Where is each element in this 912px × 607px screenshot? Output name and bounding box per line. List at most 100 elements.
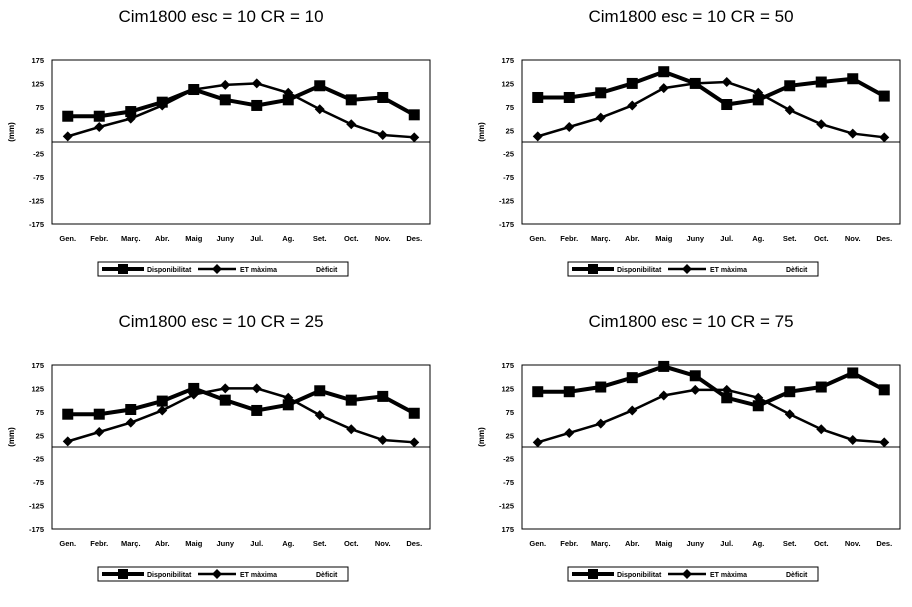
y-tick-label: 25 — [36, 126, 44, 135]
legend-marker-et-maxima — [212, 569, 222, 579]
point-disponibilitat — [93, 408, 105, 420]
point-et-maxima — [409, 437, 420, 448]
y-tick-label: -25 — [33, 150, 44, 159]
y-tick-label: 125 — [31, 384, 44, 393]
point-disponibilitat — [377, 390, 389, 402]
point-et-maxima — [658, 83, 669, 94]
point-et-maxima — [564, 122, 575, 133]
point-et-maxima — [62, 436, 73, 447]
legend-label-disponibilitat: Disponibilitat — [617, 267, 662, 274]
point-disponibilitat — [532, 386, 544, 398]
y-tick-label: 125 — [501, 79, 514, 88]
point-et-maxima — [94, 122, 105, 133]
x-tick-label: Set. — [313, 539, 327, 548]
chart-title: Cim1800 esc = 10 CR = 10 — [118, 7, 323, 26]
y-axis-label: (mm) — [7, 427, 16, 447]
x-tick-label: Gen. — [529, 234, 546, 243]
y-tick-label: -125 — [29, 502, 44, 511]
point-et-maxima — [283, 87, 294, 98]
point-et-maxima — [847, 434, 858, 445]
legend-marker-et-maxima — [682, 569, 692, 579]
x-tick-label: Ag. — [752, 539, 764, 548]
point-et-maxima — [816, 424, 827, 435]
y-tick-label: -75 — [33, 478, 44, 487]
y-tick-label: 25 — [506, 431, 514, 440]
legend-marker-disponibilitat — [588, 264, 598, 274]
point-disponibilitat — [658, 360, 670, 372]
point-et-maxima — [564, 427, 575, 438]
point-disponibilitat — [219, 394, 231, 406]
x-tick-label: Set. — [313, 234, 327, 243]
point-et-maxima — [409, 132, 420, 143]
chart-svg: Cim1800 esc = 10 CR = 50 175 125 75 25 -25 -75… — [477, 7, 901, 277]
series-line-disponibilitat — [537, 69, 886, 107]
y-tick-label: -175 — [29, 525, 44, 534]
y-axis-label: (mm) — [477, 427, 486, 447]
point-disponibilitat — [752, 400, 764, 412]
point-et-maxima — [816, 119, 827, 130]
point-disponibilitat — [626, 372, 638, 384]
y-tick-label: 175 — [31, 56, 44, 65]
legend-label-disponibilitat: Disponibilitat — [617, 572, 662, 579]
x-tick-label: Nov. — [845, 234, 861, 243]
point-et-maxima — [784, 105, 795, 116]
point-disponibilitat — [62, 408, 74, 420]
point-et-maxima — [314, 104, 325, 115]
point-disponibilitat — [626, 77, 638, 89]
chart-svg: Cim1800 esc = 10 CR = 75 175 125 75 25 -25 -75… — [477, 312, 901, 582]
x-tick-label: Set. — [783, 539, 797, 548]
point-disponibilitat — [188, 382, 200, 394]
x-tick-label: Jul. — [250, 539, 263, 548]
point-disponibilitat — [251, 99, 263, 111]
x-tick-label: Gen. — [529, 539, 546, 548]
point-et-maxima — [627, 100, 638, 111]
y-axis-label: (mm) — [477, 122, 486, 142]
chart-panel-cr25: Cim1800 esc = 10 CR = 25 175 125 75 25 -25 -75… — [0, 305, 440, 605]
series-line-disponibilitat — [67, 83, 416, 119]
point-et-maxima — [595, 112, 606, 123]
x-tick-label: Gen. — [59, 234, 76, 243]
x-tick-label: Març. — [121, 539, 141, 548]
y-tick-label: 125 — [31, 79, 44, 88]
point-et-maxima — [157, 100, 168, 111]
series-line-et-maxima — [537, 80, 885, 139]
x-tick-label: Ag. — [282, 234, 294, 243]
point-et-maxima — [595, 418, 606, 429]
y-tick-label: 75 — [36, 103, 44, 112]
x-tick-label: Ag. — [752, 234, 764, 243]
point-et-maxima — [753, 87, 764, 98]
x-tick-label: Nov. — [375, 234, 391, 243]
legend-label-et-maxima: ET màxima — [710, 267, 747, 274]
x-tick-label: Maig — [655, 234, 673, 243]
legend-marker-disponibilitat — [118, 264, 128, 274]
legend-marker-et-maxima — [682, 264, 692, 274]
x-tick-label: Ag. — [282, 539, 294, 548]
chart-panel-cr10: Cim1800 esc = 10 CR = 10 175 125 75 25 -25 -75… — [0, 0, 440, 300]
point-disponibilitat — [532, 91, 544, 103]
chart-svg: Cim1800 esc = 10 CR = 10 175 125 75 25 -25 -75… — [7, 7, 431, 277]
point-disponibilitat — [563, 386, 575, 398]
point-disponibilitat — [847, 367, 859, 379]
point-et-maxima — [721, 77, 732, 88]
point-disponibilitat — [62, 110, 74, 122]
y-tick-label: -25 — [33, 455, 44, 464]
y-tick-label: -75 — [33, 173, 44, 182]
point-disponibilitat — [314, 385, 326, 397]
x-tick-label: Oct. — [344, 234, 359, 243]
legend-label-deficit: Dèficit — [786, 267, 808, 274]
y-tick-label: -25 — [503, 150, 514, 159]
point-disponibilitat — [878, 90, 890, 102]
legend-marker-disponibilitat — [588, 569, 598, 579]
point-disponibilitat — [93, 110, 105, 122]
point-disponibilitat — [408, 109, 420, 121]
point-disponibilitat — [314, 80, 326, 92]
point-et-maxima — [251, 78, 262, 89]
point-et-maxima — [125, 417, 136, 428]
x-tick-label: Juny — [686, 539, 704, 548]
x-tick-label: Abr. — [625, 234, 640, 243]
legend-label-deficit: Dèficit — [316, 267, 338, 274]
x-tick-label: Set. — [783, 234, 797, 243]
point-et-maxima — [784, 409, 795, 420]
legend-label-et-maxima: ET màxima — [240, 267, 277, 274]
point-disponibilitat — [815, 76, 827, 88]
